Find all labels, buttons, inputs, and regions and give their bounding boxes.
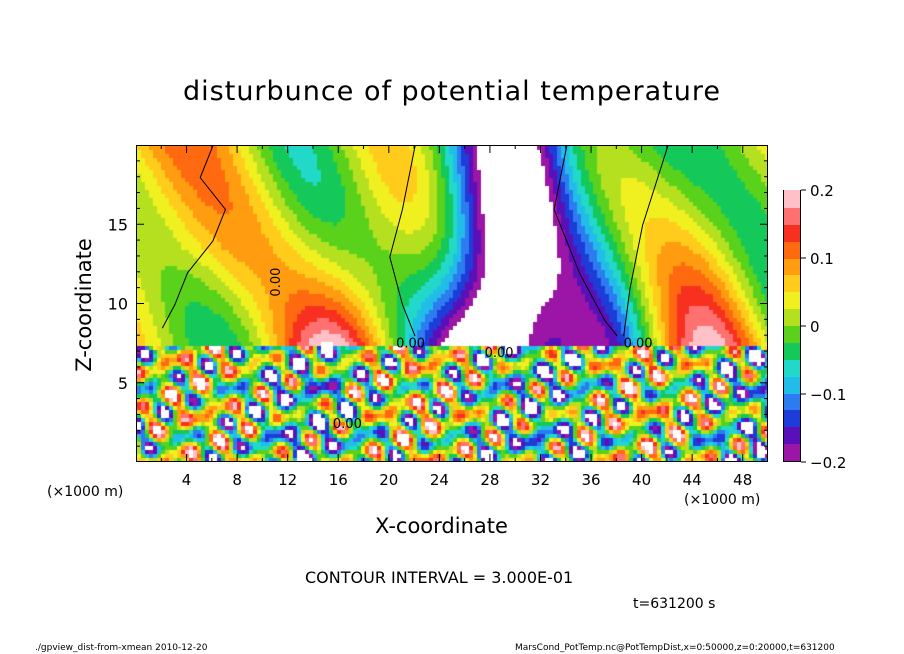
colorbar-segment [784,240,800,259]
contour-label: 0.00 [485,346,514,361]
footer-left-text: ./gpview_dist-from-xmean 2010-12-20 [35,643,208,653]
contour-line [623,146,669,337]
x-tick-label: 8 [232,471,242,489]
colorbar [783,190,801,462]
x-tick-label: 32 [531,471,550,489]
colorbar-segment [784,443,800,461]
colorbar-tick-label: 0.1 [810,250,834,268]
contour-interval-text: CONTOUR INTERVAL = 3.000E-01 [305,568,574,587]
colorbar-segment [784,375,800,394]
colorbar-tick-label: 0 [810,318,820,336]
colorbar-tick-label: −0.1 [810,386,846,404]
colorbar-tick-label: −0.2 [810,454,846,472]
x-tick-label: 44 [683,471,702,489]
x-axis-label: X-coordinate [375,514,508,538]
x-unit-left: (×1000 m) [47,484,124,500]
footer-right-text: MarsCond_PotTemp.nc@PotTempDist,x=0:5000… [515,643,835,653]
potential-temperature-field [137,146,767,461]
x-tick-label: 24 [430,471,449,489]
colorbar-segment [784,291,800,310]
x-unit-right: (×1000 m) [684,492,761,508]
contour-label: 0.00 [333,417,362,432]
colorbar-segment [784,409,800,428]
contour-label: 0.00 [269,268,284,297]
colorbar-segment [784,274,800,293]
x-tick-label: 4 [182,471,192,489]
y-tick-label: 10 [108,295,128,314]
colorbar-segment [784,223,800,242]
colorbar-segment [784,342,800,360]
x-tick-label: 16 [329,471,348,489]
colorbar-segment [784,392,800,411]
x-tick-label: 12 [278,471,297,489]
chart-title: disturbunce of potential temperature [183,76,721,107]
colorbar-segment [784,308,800,326]
x-tick-label: 48 [733,471,752,489]
x-tick-label: 20 [379,471,398,489]
colorbar-segment [784,207,800,225]
x-tick-label: 40 [632,471,651,489]
colorbar-segment [784,358,800,377]
x-tick-label: 36 [581,471,600,489]
plot-area: 0.00 0.00 0.00 0.00 0.00 [136,145,768,462]
contour-label: 0.00 [624,336,653,351]
colorbar-segment [784,190,800,208]
colorbar-segment [784,325,800,343]
y-axis-label: Z-coordinate [72,238,96,372]
colorbar-segment [784,426,800,445]
contour-line [389,146,416,337]
time-label: t=631200 s [633,596,716,612]
contour-label: 0.00 [396,336,425,351]
contour-lines: 0.00 0.00 0.00 0.00 0.00 [161,146,669,432]
y-tick-label: 5 [118,374,128,393]
x-tick-label: 28 [480,471,499,489]
contour-line [553,146,618,337]
colorbar-tick-label: 0.2 [810,182,834,200]
colorbar-segment [784,257,800,276]
contour-line [161,146,227,329]
y-tick-label: 15 [108,215,128,234]
